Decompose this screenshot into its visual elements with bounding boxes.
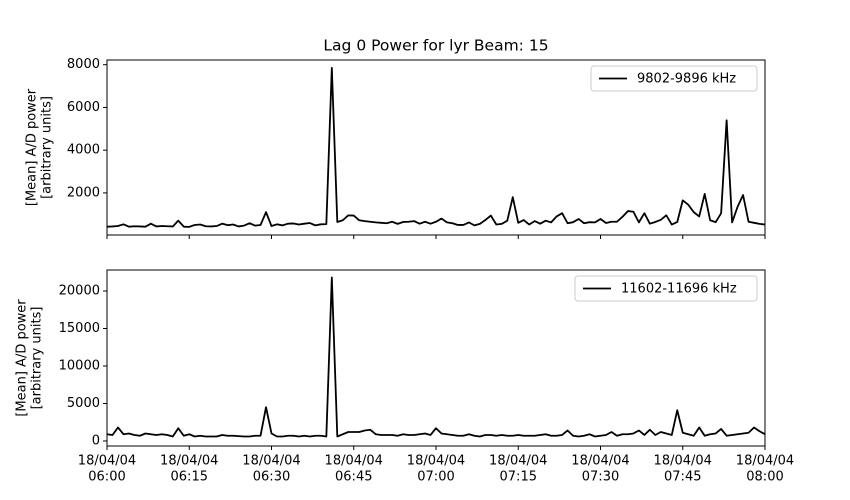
x-tick-label: 07:15 bbox=[500, 470, 537, 485]
plot-area bbox=[107, 276, 765, 438]
x-tick-label: 07:45 bbox=[664, 470, 701, 485]
axes-frame bbox=[106, 59, 766, 236]
legend-label: 11602-11696 kHz bbox=[621, 282, 737, 297]
plot-area bbox=[107, 67, 765, 228]
chart-title: Lag 0 Power for lyr Beam: 15 bbox=[323, 37, 548, 55]
x-tick-label: 18/04/04 bbox=[571, 454, 629, 469]
x-tick-label: 18/04/04 bbox=[78, 454, 136, 469]
x-tick-label: 18/04/04 bbox=[325, 454, 383, 469]
x-tick-label: 06:00 bbox=[88, 470, 125, 485]
y-tick-label: 2000 bbox=[67, 185, 100, 200]
x-tick-label: 08:00 bbox=[746, 470, 783, 485]
y-axis-label: [Mean] A/D power bbox=[25, 88, 40, 206]
x-tick-label: 07:00 bbox=[417, 470, 454, 485]
x-tick-label: 06:15 bbox=[171, 470, 208, 485]
y-tick-label: 15000 bbox=[59, 321, 100, 336]
legend-box bbox=[590, 65, 758, 92]
legend-box bbox=[574, 275, 758, 302]
x-tick-label: 06:30 bbox=[253, 470, 290, 485]
x-tick-label: 18/04/04 bbox=[160, 454, 218, 469]
x-tick-label: 18/04/04 bbox=[489, 454, 547, 469]
x-tick-label: 18/04/04 bbox=[736, 454, 794, 469]
y-tick-label: 20000 bbox=[59, 283, 100, 298]
x-tick-label: 18/04/04 bbox=[654, 454, 712, 469]
x-tick-label: 18/04/04 bbox=[242, 454, 300, 469]
y-tick-label: 8000 bbox=[67, 57, 100, 72]
y-tick-label: 10000 bbox=[59, 358, 100, 373]
data-line bbox=[107, 276, 765, 438]
x-tick-label: 06:45 bbox=[335, 470, 372, 485]
y-axis-label: [arbitrary units] bbox=[30, 307, 45, 410]
x-tick-label: 18/04/04 bbox=[407, 454, 465, 469]
y-axis-label: [arbitrary units] bbox=[40, 96, 55, 199]
y-tick-label: 6000 bbox=[67, 100, 100, 115]
data-line bbox=[107, 67, 765, 228]
legend-label: 9802-9896 kHz bbox=[637, 72, 736, 87]
y-tick-label: 4000 bbox=[67, 143, 100, 158]
axes-frame bbox=[106, 269, 766, 447]
x-tick-label: 07:30 bbox=[582, 470, 619, 485]
y-tick-label: 0 bbox=[92, 433, 100, 448]
y-tick-label: 5000 bbox=[67, 396, 100, 411]
y-axis-label: [Mean] A/D power bbox=[15, 299, 30, 417]
